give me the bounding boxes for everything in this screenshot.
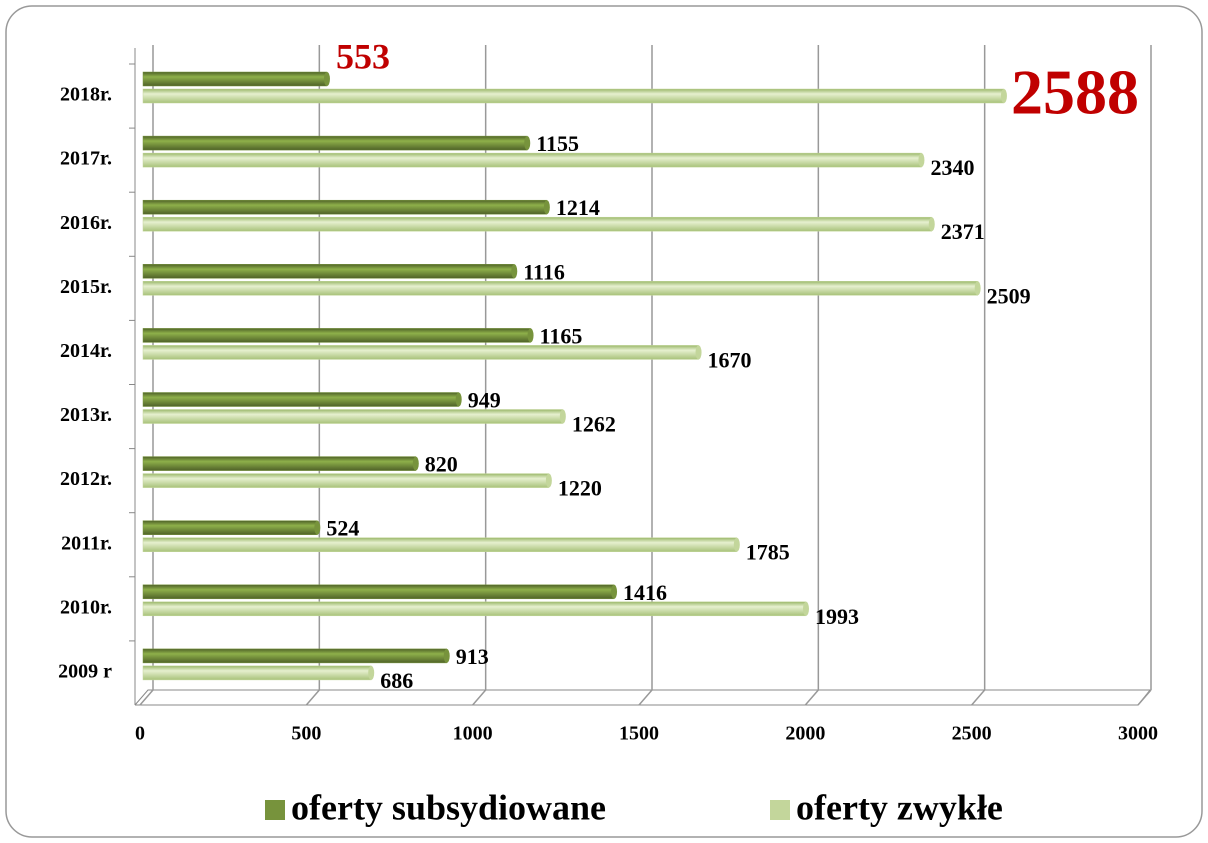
value-label: 820 <box>425 452 458 477</box>
bar-cap <box>527 328 534 343</box>
x-tick-label: 1000 <box>453 723 493 745</box>
bar <box>142 281 978 296</box>
bar-cap <box>974 281 981 296</box>
y-tick-label: 2012r. <box>60 468 112 490</box>
value-label: 1416 <box>623 580 667 605</box>
bar-cap <box>511 264 518 279</box>
y-tick-label: 2010r. <box>60 596 112 618</box>
value-label: 2509 <box>987 283 1031 308</box>
bar <box>142 456 417 471</box>
bar-cap <box>368 665 375 680</box>
bar-cap <box>928 217 935 232</box>
grid-line <box>305 689 320 706</box>
grid-line <box>472 689 487 706</box>
value-label: 553 <box>336 36 390 76</box>
x-tick-label: 500 <box>291 723 321 745</box>
y-tick-label: 2015r. <box>60 276 112 298</box>
bar <box>142 520 318 535</box>
bar <box>142 409 564 424</box>
bar-cap <box>443 648 450 663</box>
bar <box>142 328 531 343</box>
bar <box>142 199 548 215</box>
bar <box>142 345 699 360</box>
grid-line <box>139 689 154 706</box>
bar <box>142 648 447 664</box>
bar <box>142 665 372 681</box>
bar <box>142 473 550 488</box>
bar <box>142 216 933 232</box>
bar-cap <box>918 153 925 168</box>
value-label: 524 <box>326 516 359 541</box>
bar-cap <box>545 473 552 488</box>
value-label: 1214 <box>556 195 600 220</box>
bar-cap <box>412 456 419 471</box>
bar-cap <box>543 200 550 215</box>
value-label: 949 <box>468 388 501 413</box>
bar <box>142 88 1005 104</box>
value-label: 1262 <box>572 412 616 437</box>
y-tick-label: 2014r. <box>60 340 112 362</box>
grid-line <box>971 689 986 706</box>
legend-swatch <box>770 800 790 820</box>
value-label: 1670 <box>708 347 752 372</box>
value-label: 2588 <box>1011 57 1139 128</box>
bar-cap <box>524 136 531 151</box>
x-tick-label: 1500 <box>619 723 659 745</box>
bar-cap <box>611 584 618 599</box>
bar <box>142 264 515 279</box>
value-label: 1993 <box>815 604 859 629</box>
value-label: 1165 <box>540 323 583 348</box>
legend-label: oferty zwykłe <box>796 787 1003 827</box>
bar <box>142 152 922 168</box>
legend-label: oferty subsydiowane <box>291 787 606 827</box>
value-label: 1155 <box>536 131 579 156</box>
value-label: 2371 <box>941 219 985 244</box>
value-label: 2340 <box>930 155 974 180</box>
value-label: 686 <box>380 668 413 693</box>
y-tick-label: 2009 r <box>58 660 112 682</box>
bar <box>142 71 328 87</box>
bar-cap <box>559 409 566 424</box>
bar-cap <box>314 520 321 535</box>
bar-cap <box>695 345 702 360</box>
x-tick-label: 3000 <box>1118 723 1158 745</box>
legend-swatch <box>265 800 285 820</box>
value-label: 913 <box>456 644 489 669</box>
bar <box>142 537 738 552</box>
bar-cap <box>803 601 810 616</box>
value-label: 1116 <box>523 259 565 284</box>
x-tick-label: 2500 <box>952 723 992 745</box>
bar <box>142 392 459 407</box>
y-tick-label: 2018r. <box>60 84 112 106</box>
x-tick-label: 0 <box>135 723 145 745</box>
y-tick-label: 2013r. <box>60 404 112 426</box>
y-tick-label: 2016r. <box>60 212 112 234</box>
bar <box>142 584 615 600</box>
y-tick-label: 2017r. <box>60 148 112 170</box>
y-tick-label: 2011r. <box>61 532 112 554</box>
x-tick-label: 2000 <box>785 723 825 745</box>
bar-cap <box>733 537 740 552</box>
bar <box>142 135 528 151</box>
floor <box>134 689 1152 706</box>
value-label: 1785 <box>746 540 790 565</box>
grid-line <box>638 689 653 706</box>
grid-line <box>1137 689 1152 706</box>
bar-cap <box>1000 89 1007 103</box>
bar <box>142 601 807 617</box>
bar-cap <box>323 72 330 86</box>
grid-line <box>804 689 819 706</box>
bar-cap <box>455 392 462 407</box>
value-label: 1220 <box>558 476 602 501</box>
